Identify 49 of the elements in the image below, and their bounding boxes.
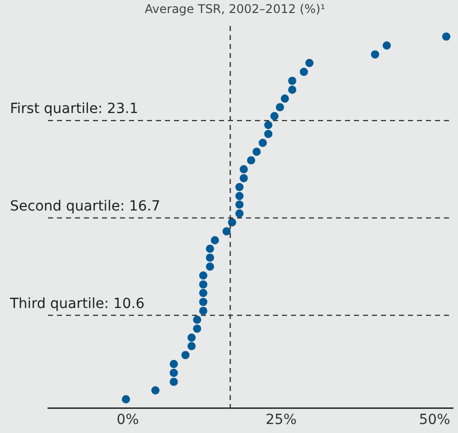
point [170,360,178,368]
x-tick-label: 0% [116,412,139,428]
annotation: Third quartile: 10.6 [9,296,145,312]
point [235,200,244,209]
point [240,174,248,182]
point [206,244,214,253]
point [264,130,272,138]
point [235,209,244,218]
point [305,58,314,68]
point [199,298,208,306]
point [187,333,196,342]
x-tick-label: 50% [419,412,450,428]
annotation: Second quartile: 16.7 [10,198,160,215]
point [199,288,208,298]
point [258,138,267,147]
point [210,236,220,244]
annotation: First quartile: 23.1 [10,101,138,118]
x-tick-label: 25% [266,412,297,428]
point [199,271,208,280]
point [382,41,391,50]
point [442,32,450,41]
point [300,68,308,76]
point [288,76,296,85]
point [122,395,130,404]
point [240,165,248,174]
point [170,368,178,377]
point [199,306,208,315]
point [193,324,202,333]
point [235,192,244,200]
point [222,227,231,236]
point [206,262,214,271]
point [228,218,236,226]
point [370,50,380,59]
point [264,120,272,130]
point [247,156,256,164]
chart-title: Average TSR, 2002–2012 (%)¹ [144,2,326,16]
point [170,378,178,386]
point [193,316,202,324]
point [181,350,190,360]
point [199,280,208,289]
point [288,86,296,94]
point [187,342,196,350]
point [151,386,160,394]
point [270,112,279,120]
point [252,148,261,156]
point [276,103,284,112]
point [235,182,244,192]
point [206,254,214,262]
point [280,94,289,103]
